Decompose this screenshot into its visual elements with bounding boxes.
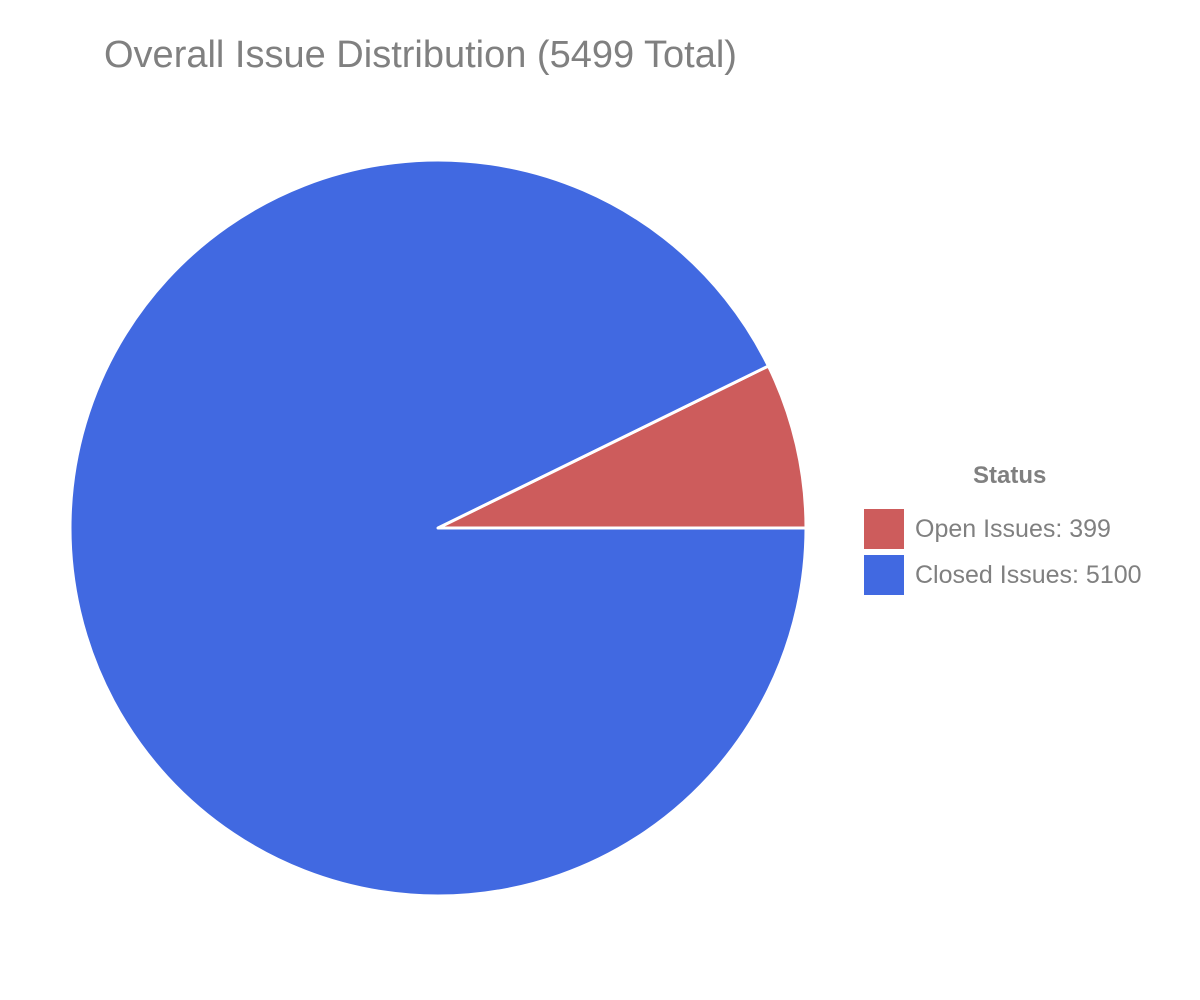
legend: Status Open Issues: 399 Closed Issues: 5… xyxy=(864,462,1184,598)
legend-item-closed-issues: Closed Issues: 5100 xyxy=(864,552,1184,598)
pie-slice-closed-issues xyxy=(68,158,808,898)
pie-slice-open-issues xyxy=(436,364,808,530)
legend-title: Status xyxy=(973,462,1047,489)
legend-swatch-open-issues xyxy=(864,509,904,549)
legend-item-open-issues: Open Issues: 399 xyxy=(864,506,1184,552)
legend-label-open-issues: Open Issues: 399 xyxy=(915,514,1111,543)
legend-label-closed-issues: Closed Issues: 5100 xyxy=(915,560,1142,589)
legend-swatch-closed-issues xyxy=(864,555,904,595)
chart-title: Overall Issue Distribution (5499 Total) xyxy=(104,34,737,76)
